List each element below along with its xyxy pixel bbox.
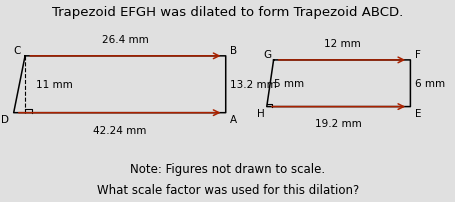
- Text: 12 mm: 12 mm: [323, 39, 359, 48]
- Text: 19.2 mm: 19.2 mm: [314, 118, 361, 128]
- Text: Trapezoid EFGH was dilated to form Trapezoid ABCD.: Trapezoid EFGH was dilated to form Trape…: [52, 6, 403, 19]
- Text: D: D: [1, 114, 9, 124]
- Text: A: A: [230, 114, 237, 124]
- Text: 11 mm: 11 mm: [36, 80, 73, 90]
- Text: H: H: [256, 108, 264, 118]
- Text: 6 mm: 6 mm: [414, 79, 444, 89]
- Text: B: B: [230, 46, 237, 56]
- Text: F: F: [414, 50, 420, 60]
- Text: E: E: [414, 108, 420, 118]
- Text: C: C: [13, 46, 20, 56]
- Text: Note: Figures not drawn to scale.: Note: Figures not drawn to scale.: [130, 163, 325, 176]
- Text: 26.4 mm: 26.4 mm: [102, 35, 148, 44]
- Text: 42.24 mm: 42.24 mm: [93, 125, 146, 135]
- Text: What scale factor was used for this dilation?: What scale factor was used for this dila…: [96, 183, 359, 196]
- Text: G: G: [263, 50, 271, 60]
- Text: 5 mm: 5 mm: [273, 79, 303, 89]
- Text: 13.2 mm: 13.2 mm: [230, 80, 277, 90]
